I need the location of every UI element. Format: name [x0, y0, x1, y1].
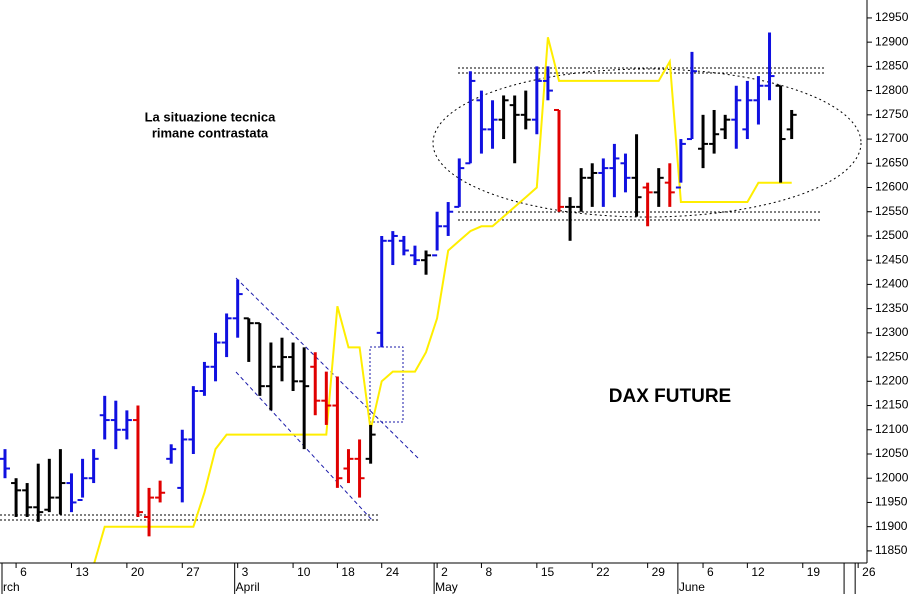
month-label: April	[236, 580, 260, 594]
x-tick-label: 22	[596, 565, 610, 579]
x-tick-label: 12	[751, 565, 765, 579]
indicator-line	[93, 37, 792, 563]
y-tick-label: 12000	[875, 470, 909, 484]
y-tick-label: 11900	[875, 519, 908, 533]
y-tick-label: 12750	[875, 107, 909, 121]
x-tick-label: 13	[75, 565, 89, 579]
y-tick-label: 12550	[875, 204, 909, 218]
y-tick-label: 12950	[875, 10, 909, 24]
y-tick-label: 12600	[875, 180, 909, 194]
support-lines	[0, 67, 825, 521]
x-tick-label: 6	[707, 565, 714, 579]
x-tick-label: 15	[541, 565, 555, 579]
x-tick-label: 6	[20, 565, 27, 579]
month-label: May	[435, 580, 458, 594]
x-tick-label: 2	[441, 565, 448, 579]
range-ellipse	[432, 68, 862, 218]
x-tick-label: 8	[485, 565, 492, 579]
y-tick-label: 12850	[875, 59, 909, 73]
y-tick-label: 12350	[875, 301, 909, 315]
y-tick-label: 12500	[875, 228, 909, 242]
y-tick-label: 12800	[875, 83, 909, 97]
x-tick-label: 29	[652, 565, 666, 579]
x-tick-label: 27	[186, 565, 200, 579]
chart-title: DAX FUTURE	[609, 386, 731, 407]
y-tick-label: 11850	[875, 543, 908, 557]
x-tick-label: 10	[297, 565, 311, 579]
y-tick-label: 12400	[875, 277, 909, 291]
y-tick-label: 12450	[875, 252, 909, 266]
y-tick-label: 12700	[875, 131, 909, 145]
y-tick-label: 12650	[875, 155, 909, 169]
y-tick-label: 12200	[875, 373, 909, 387]
y-tick-label: 12900	[875, 34, 909, 48]
y-tick-label: 12250	[875, 349, 909, 363]
month-label: June	[679, 580, 705, 594]
x-tick-label: 20	[131, 565, 145, 579]
annotation: La situazione tecnica	[145, 109, 277, 124]
month-label: rch	[3, 580, 20, 594]
y-tick-label: 12100	[875, 422, 909, 436]
plot-area	[0, 32, 862, 563]
y-tick-label: 12150	[875, 398, 909, 412]
x-tick-label: 26	[862, 565, 876, 579]
x-tick-label: 18	[341, 565, 355, 579]
x-tick-label: 19	[807, 565, 821, 579]
y-tick-label: 12300	[875, 325, 909, 339]
x-tick-label: 24	[386, 565, 400, 579]
y-tick-label: 12050	[875, 446, 909, 460]
x-tick-label: 3	[242, 565, 249, 579]
y-tick-label: 11950	[875, 495, 908, 509]
annotation: rimane contrastata	[152, 125, 269, 140]
